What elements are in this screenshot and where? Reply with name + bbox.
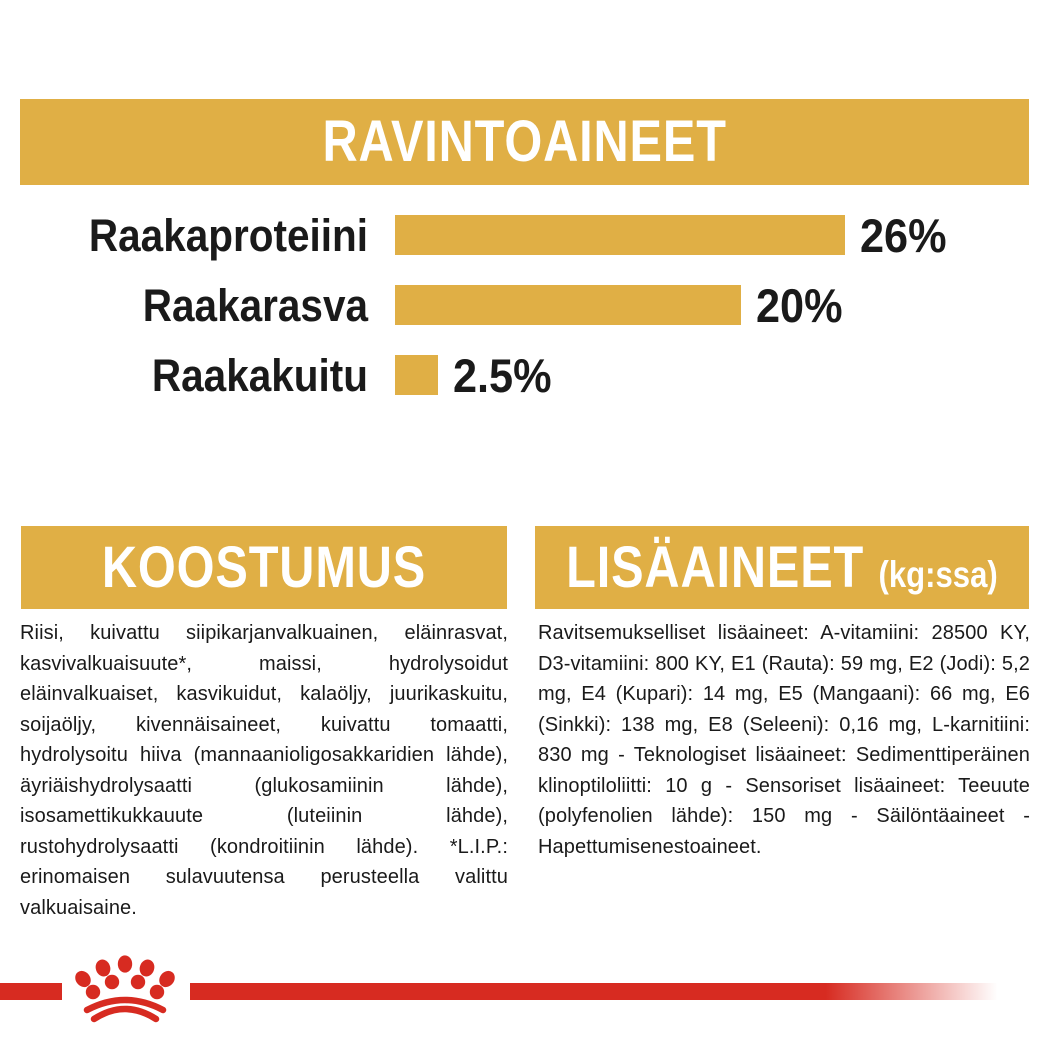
composition-title: KOOSTUMUS bbox=[101, 534, 427, 600]
composition-body: Riisi, kuivattu siipikarjanvalkuainen, e… bbox=[20, 622, 508, 919]
chart-category-label: Raakaproteiini bbox=[88, 209, 368, 261]
chart-row: Raakarasva 20% bbox=[20, 278, 1029, 332]
royal-canin-crown-icon bbox=[75, 955, 175, 1023]
chart-category-label: Raakarasva bbox=[142, 279, 368, 331]
bar-fill bbox=[395, 215, 845, 255]
additives-banner: LISÄAINEET (kg:ssa) bbox=[535, 526, 1029, 609]
chart-row: Raakaproteiini 26% bbox=[20, 208, 1029, 262]
composition-banner: KOOSTUMUS bbox=[21, 526, 507, 609]
additives-title-unit: (kg:ssa) bbox=[878, 553, 998, 595]
footer-rule-right bbox=[190, 983, 1049, 1000]
bar-value-label: 26% bbox=[860, 208, 947, 262]
bar-fill bbox=[395, 355, 438, 395]
chart-category-label: Raakakuitu bbox=[151, 349, 368, 401]
bar-value-label: 20% bbox=[756, 278, 843, 332]
bar-chart: Raakaproteiini 26% Raakarasva 20% Raakak… bbox=[20, 208, 1029, 423]
additives-body: Ravitsemukselliset lisäaineet: A-vitamii… bbox=[538, 622, 1030, 858]
additives-title: LISÄAINEET (kg:ssa) bbox=[566, 538, 998, 597]
bar-value-label: 2.5% bbox=[453, 348, 552, 402]
bar-fill bbox=[395, 285, 741, 325]
chart-row: Raakakuitu 2.5% bbox=[20, 348, 1029, 402]
additives-title-main: LISÄAINEET bbox=[566, 534, 865, 600]
nutrients-banner: RAVINTOAINEET bbox=[20, 99, 1029, 185]
nutrients-title: RAVINTOAINEET bbox=[322, 109, 727, 174]
footer-rule-left bbox=[0, 983, 62, 1000]
